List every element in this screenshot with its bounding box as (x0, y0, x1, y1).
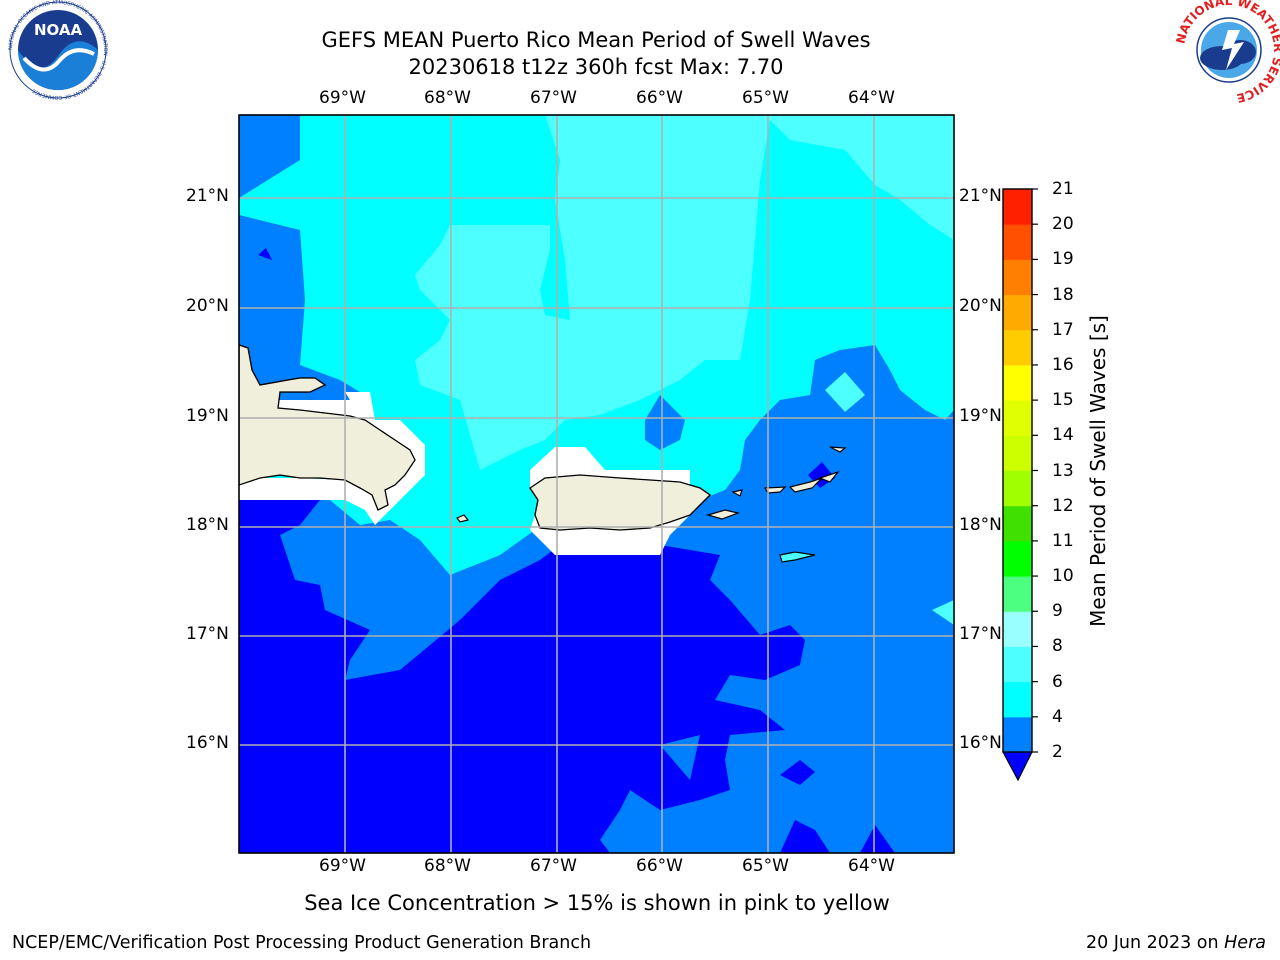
ocean-2-4s-south-patch (660, 735, 700, 780)
colorbar-tick-label: 16 (1052, 354, 1074, 375)
colorbar-tick-label: 9 (1052, 601, 1063, 622)
colorbar-tick-label: 18 (1052, 284, 1074, 305)
footer-date-text: 20 Jun 2023 on (1085, 933, 1225, 953)
land-st-croix (779, 551, 816, 563)
lat-label-left: 17°N (186, 624, 229, 644)
land-mona-island (456, 514, 470, 523)
lon-label-bottom: 68°W (424, 856, 471, 876)
colorbar-tick-label: 14 (1052, 425, 1074, 446)
ocean-2-4s-patch (645, 395, 685, 450)
land-puerto-rico-top (529, 474, 712, 531)
ocean-6-8s-east-edge (932, 600, 954, 625)
land-st-john-tortola (788, 477, 823, 493)
ocean-below-2s-east-patch (780, 760, 815, 785)
lon-label-bottom: 65°W (742, 856, 789, 876)
ocean-below-2s-south (239, 500, 805, 853)
colorbar-tick-label: 10 (1052, 566, 1074, 587)
colorbar-tick-label: 15 (1052, 390, 1074, 411)
lon-label-top: 64°W (848, 88, 895, 108)
lat-label-left: 20°N (186, 296, 229, 316)
colorbar-tick-label: 20 (1052, 214, 1074, 235)
lon-label-bottom: 64°W (848, 856, 895, 876)
land-culebra (731, 489, 743, 497)
lat-label-right: 16°N (959, 733, 1002, 753)
lat-label-left: 18°N (186, 515, 229, 535)
ocean-below-2s-southeast-2 (860, 825, 895, 853)
land-virgin-gorda (818, 470, 840, 483)
colorbar-extend-triangle (1002, 751, 1033, 782)
lon-label-bottom: 69°W (319, 856, 366, 876)
lat-label-left: 16°N (186, 733, 229, 753)
lat-label-left: 21°N (186, 186, 229, 206)
ocean-2-4s-northwest (239, 115, 300, 198)
land-vieques (705, 509, 741, 520)
ocean-below-2s-dot (258, 248, 272, 260)
lat-label-right: 17°N (959, 624, 1002, 644)
lat-label-left: 19°N (186, 406, 229, 426)
colorbar-tick-label: 4 (1052, 706, 1063, 727)
colorbar-tick-label: 6 (1052, 671, 1063, 692)
lat-label-right: 18°N (959, 515, 1002, 535)
map-subtitle: 20230618 t12z 360h fcst Max: 7.70 (408, 55, 784, 79)
lon-label-top: 66°W (636, 88, 683, 108)
lon-label-top: 67°W (530, 88, 577, 108)
land-anegada (829, 446, 847, 453)
colorbar-label: Mean Period of Swell Waves [s] (1086, 315, 1110, 627)
lat-label-right: 21°N (959, 186, 1002, 206)
land-st-thomas (763, 486, 787, 494)
ocean-below-2s-southeast (780, 820, 830, 853)
map-title: GEFS MEAN Puerto Rico Mean Period of Swe… (321, 28, 871, 52)
colorbar-tick-label: 12 (1052, 495, 1074, 516)
lon-label-bottom: 67°W (530, 856, 577, 876)
colorbar-tick-label: 11 (1052, 530, 1074, 551)
ocean-6-8s-spot (825, 372, 865, 412)
grid-lines (239, 115, 954, 853)
ocean-6-8s-region (415, 115, 954, 470)
colorbar-tick-label: 21 (1052, 179, 1074, 199)
lon-label-top: 65°W (742, 88, 789, 108)
lat-label-right: 20°N (959, 296, 1002, 316)
footer-machine: Hera (1224, 933, 1266, 953)
colorbar-tick-label: 17 (1052, 319, 1074, 340)
colorbar-tick-label: 2 (1052, 742, 1063, 762)
lon-label-bottom: 66°W (636, 856, 683, 876)
footer-credit: NCEP/EMC/Verification Post Processing Pr… (12, 933, 592, 953)
sea-ice-note: Sea Ice Concentration > 15% is shown in … (304, 891, 890, 915)
land-hispaniola-top (239, 344, 416, 511)
lon-label-top: 69°W (319, 88, 366, 108)
colorbar-tick-label: 8 (1052, 636, 1063, 657)
map-frame (238, 114, 955, 854)
lon-label-top: 68°W (424, 88, 471, 108)
footer-date: 20 Jun 2023 on Hera (1086, 933, 1266, 953)
lat-label-right: 19°N (959, 406, 1002, 426)
colorbar-tick-label: 13 (1052, 460, 1074, 481)
colorbar-tick-label: 19 (1052, 249, 1074, 270)
